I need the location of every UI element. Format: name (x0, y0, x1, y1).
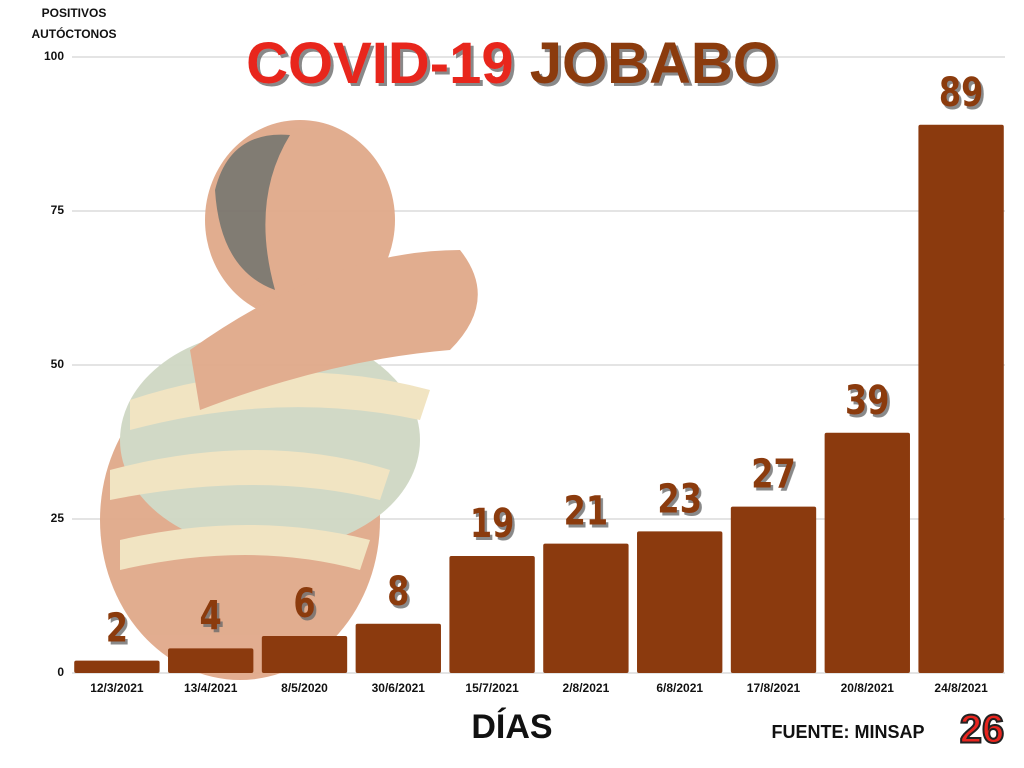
bar (74, 660, 160, 673)
title-part: COVID-19 (246, 31, 514, 96)
x-axis-label: DÍAS (471, 708, 552, 746)
bar (261, 636, 348, 673)
y-tick-label: 0 (57, 665, 64, 679)
y-tick-label: 25 (51, 511, 65, 525)
logo: 26 (960, 708, 1005, 752)
x-tick-label: 20/8/2021 (841, 681, 895, 695)
data-label: 21 (564, 487, 609, 534)
bar (355, 623, 441, 673)
y-tick-label: 50 (51, 357, 65, 371)
illustration (100, 120, 478, 680)
bar (824, 432, 910, 673)
data-label: 23 (657, 475, 702, 522)
y-axis-label: POSITIVOS (42, 6, 107, 20)
x-tick-label: 15/7/2021 (465, 681, 519, 695)
bar (449, 555, 535, 673)
x-tick-label: 2/8/2021 (563, 681, 610, 695)
bar (543, 543, 629, 673)
data-label: 27 (751, 450, 796, 497)
y-tick-label: 75 (51, 203, 65, 217)
chart-title: COVID-19 JOBABO (246, 31, 778, 96)
x-tick-label: 17/8/2021 (747, 681, 801, 695)
bar (918, 124, 1004, 673)
x-tick-label: 13/4/2021 (184, 681, 238, 695)
y-axis-label: AUTÓCTONOS (31, 26, 116, 41)
x-tick-label: 12/3/2021 (90, 681, 144, 695)
source: FUENTE: MINSAP (772, 722, 925, 742)
x-tick-label: 8/5/2020 (281, 681, 328, 695)
y-tick-label: 100 (44, 49, 64, 63)
data-label: 19 (470, 499, 515, 546)
data-label: 39 (845, 376, 890, 423)
data-label: 89 (939, 68, 984, 115)
bar (637, 531, 723, 673)
bar (730, 506, 817, 673)
bar (168, 648, 254, 673)
data-label: 8 (387, 567, 409, 614)
x-tick-label: 6/8/2021 (656, 681, 703, 695)
x-tick-label: 24/8/2021 (934, 681, 988, 695)
data-label: 4 (200, 592, 222, 639)
x-tick-label: 30/6/2021 (372, 681, 426, 695)
title-part: JOBABO (530, 31, 778, 96)
data-label: 6 (293, 580, 315, 627)
data-label: 2 (106, 604, 128, 651)
